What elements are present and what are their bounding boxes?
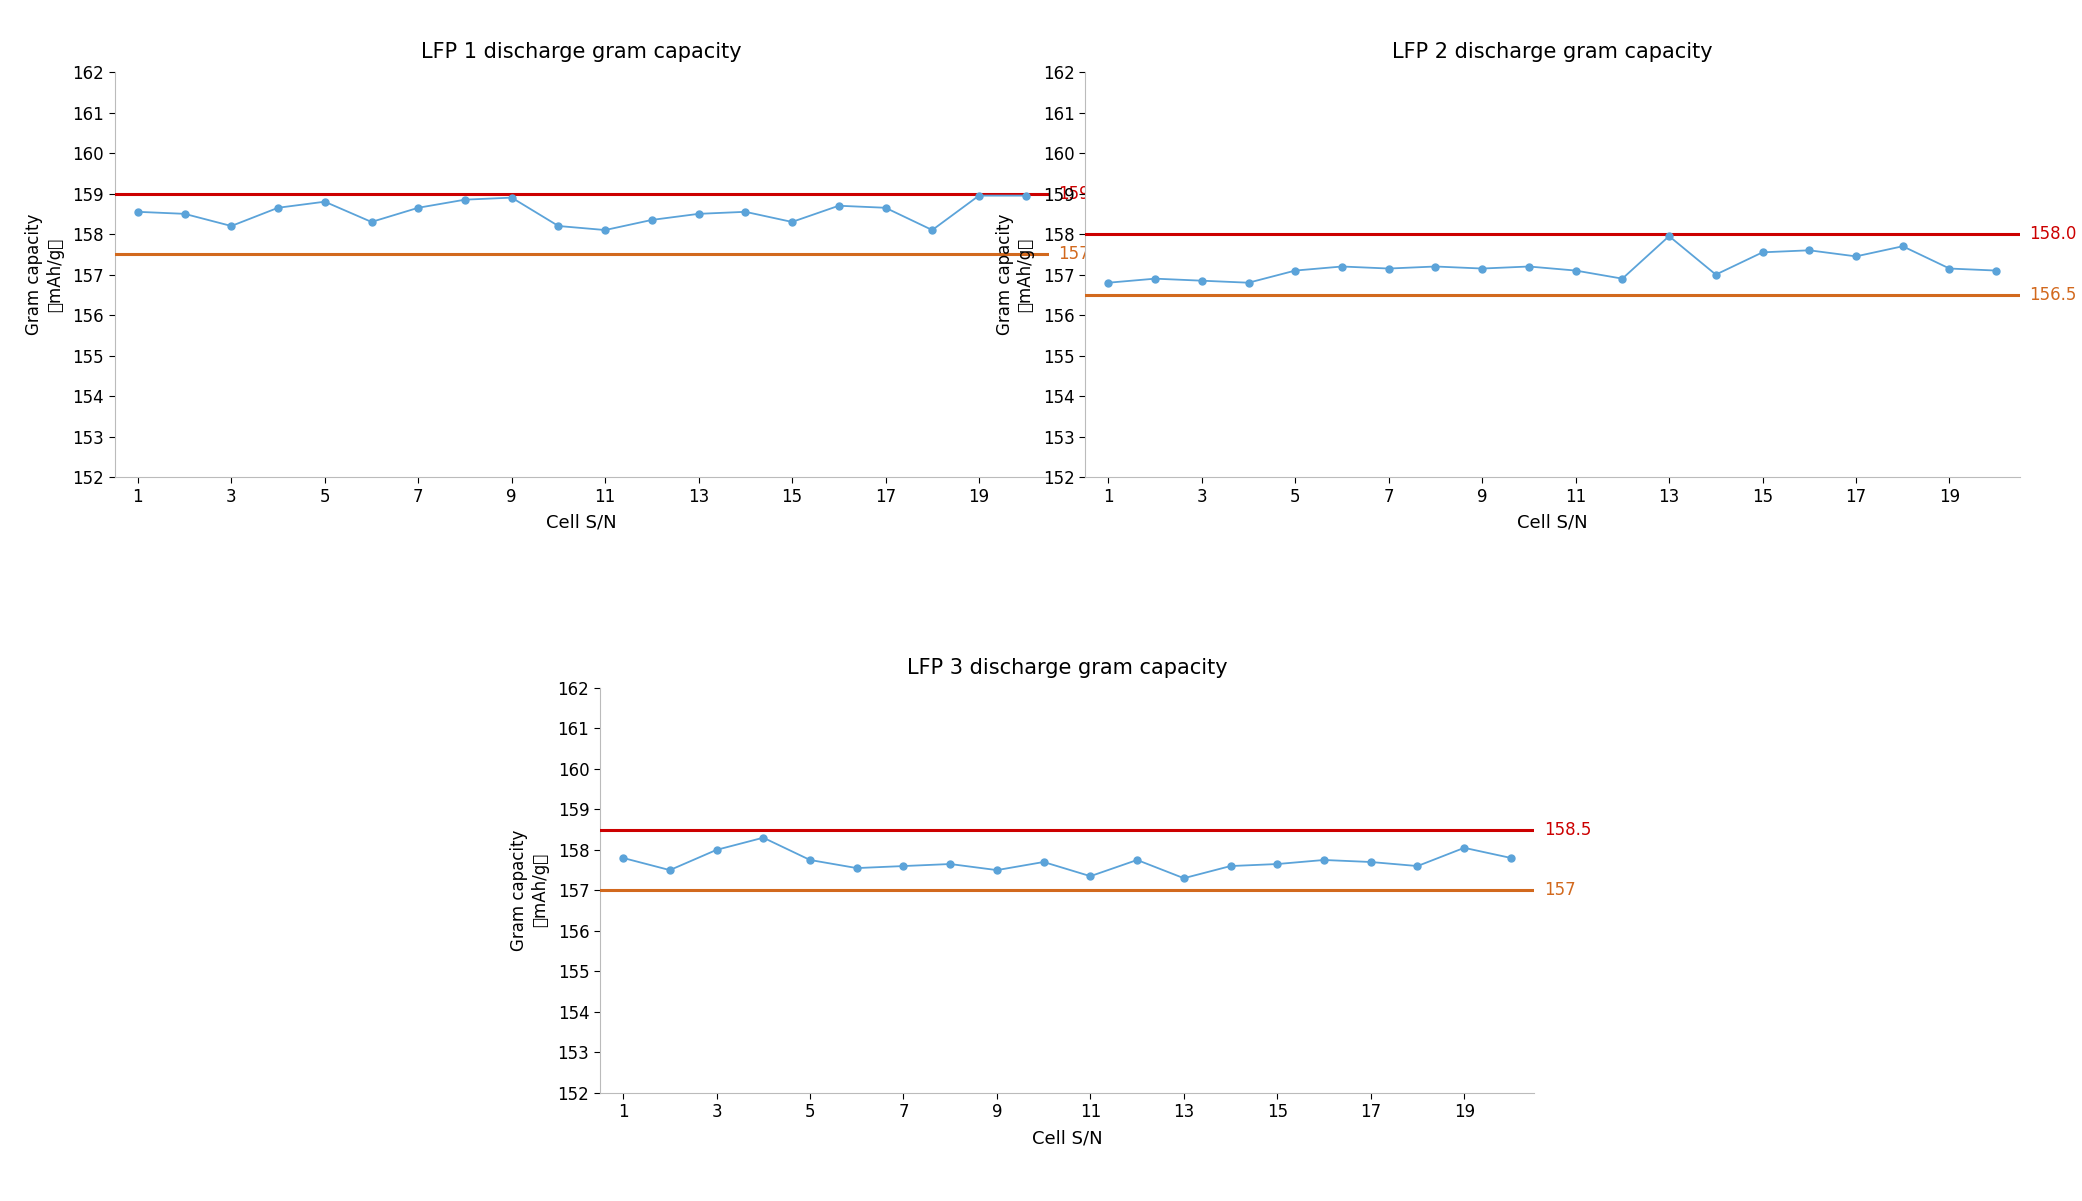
Y-axis label: Gram capacity
（mAh/g）: Gram capacity （mAh/g） [25, 214, 65, 335]
Y-axis label: Gram capacity
（mAh/g）: Gram capacity （mAh/g） [995, 214, 1035, 335]
Text: 157.5: 157.5 [1058, 245, 1106, 263]
Text: 158.5: 158.5 [1543, 820, 1591, 838]
Y-axis label: Gram capacity
（mAh/g）: Gram capacity （mAh/g） [510, 830, 550, 951]
X-axis label: Cell S/N: Cell S/N [545, 514, 616, 532]
Title: LFP 2 discharge gram capacity: LFP 2 discharge gram capacity [1393, 42, 1713, 62]
X-axis label: Cell S/N: Cell S/N [1033, 1130, 1101, 1148]
Text: 159.0: 159.0 [1058, 185, 1106, 203]
Text: 158.0: 158.0 [2028, 225, 2076, 243]
Title: LFP 3 discharge gram capacity: LFP 3 discharge gram capacity [908, 658, 1226, 677]
X-axis label: Cell S/N: Cell S/N [1518, 514, 1589, 532]
Text: 157: 157 [1543, 882, 1576, 900]
Text: 156.5: 156.5 [2028, 286, 2076, 304]
Title: LFP 1 discharge gram capacity: LFP 1 discharge gram capacity [421, 42, 741, 62]
